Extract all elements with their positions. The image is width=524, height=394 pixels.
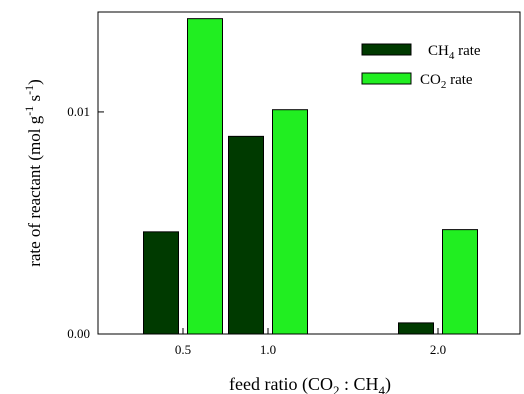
y-tick-label: 0.01: [67, 104, 90, 119]
y-tick-label: 0.00: [67, 326, 90, 341]
legend-label-co2: CO2 rate: [420, 72, 473, 91]
x-axis-ticks: 0.5 1.0 2.0: [175, 328, 446, 357]
bar-co2-1.0: [272, 109, 308, 335]
y-axis-ticks: 0.00 0.01: [67, 104, 104, 341]
bar-ch4-0.5: [143, 231, 179, 335]
y-axis-label: rate of reactant (mol g-1 s-1): [22, 79, 44, 267]
bar-co2-0.5: [187, 18, 223, 335]
x-axis-label: feed ratio (CO2 : CH4): [229, 374, 391, 394]
legend-label-ch4: CH4 rate: [428, 43, 481, 62]
bar-co2-2.0: [442, 229, 478, 335]
x-tick-label: 0.5: [175, 342, 191, 357]
bar-ch4-1.0: [228, 135, 264, 335]
legend-swatch-co2: [361, 72, 412, 85]
legend-swatch-ch4: [361, 43, 412, 56]
x-tick-label: 2.0: [430, 342, 446, 357]
bars-group: [143, 18, 478, 335]
x-tick-label: 1.0: [260, 342, 276, 357]
legend: CH4 rate CO2 rate: [361, 43, 481, 91]
bar-ch4-2.0: [398, 322, 434, 335]
plot-frame: [97, 11, 521, 335]
